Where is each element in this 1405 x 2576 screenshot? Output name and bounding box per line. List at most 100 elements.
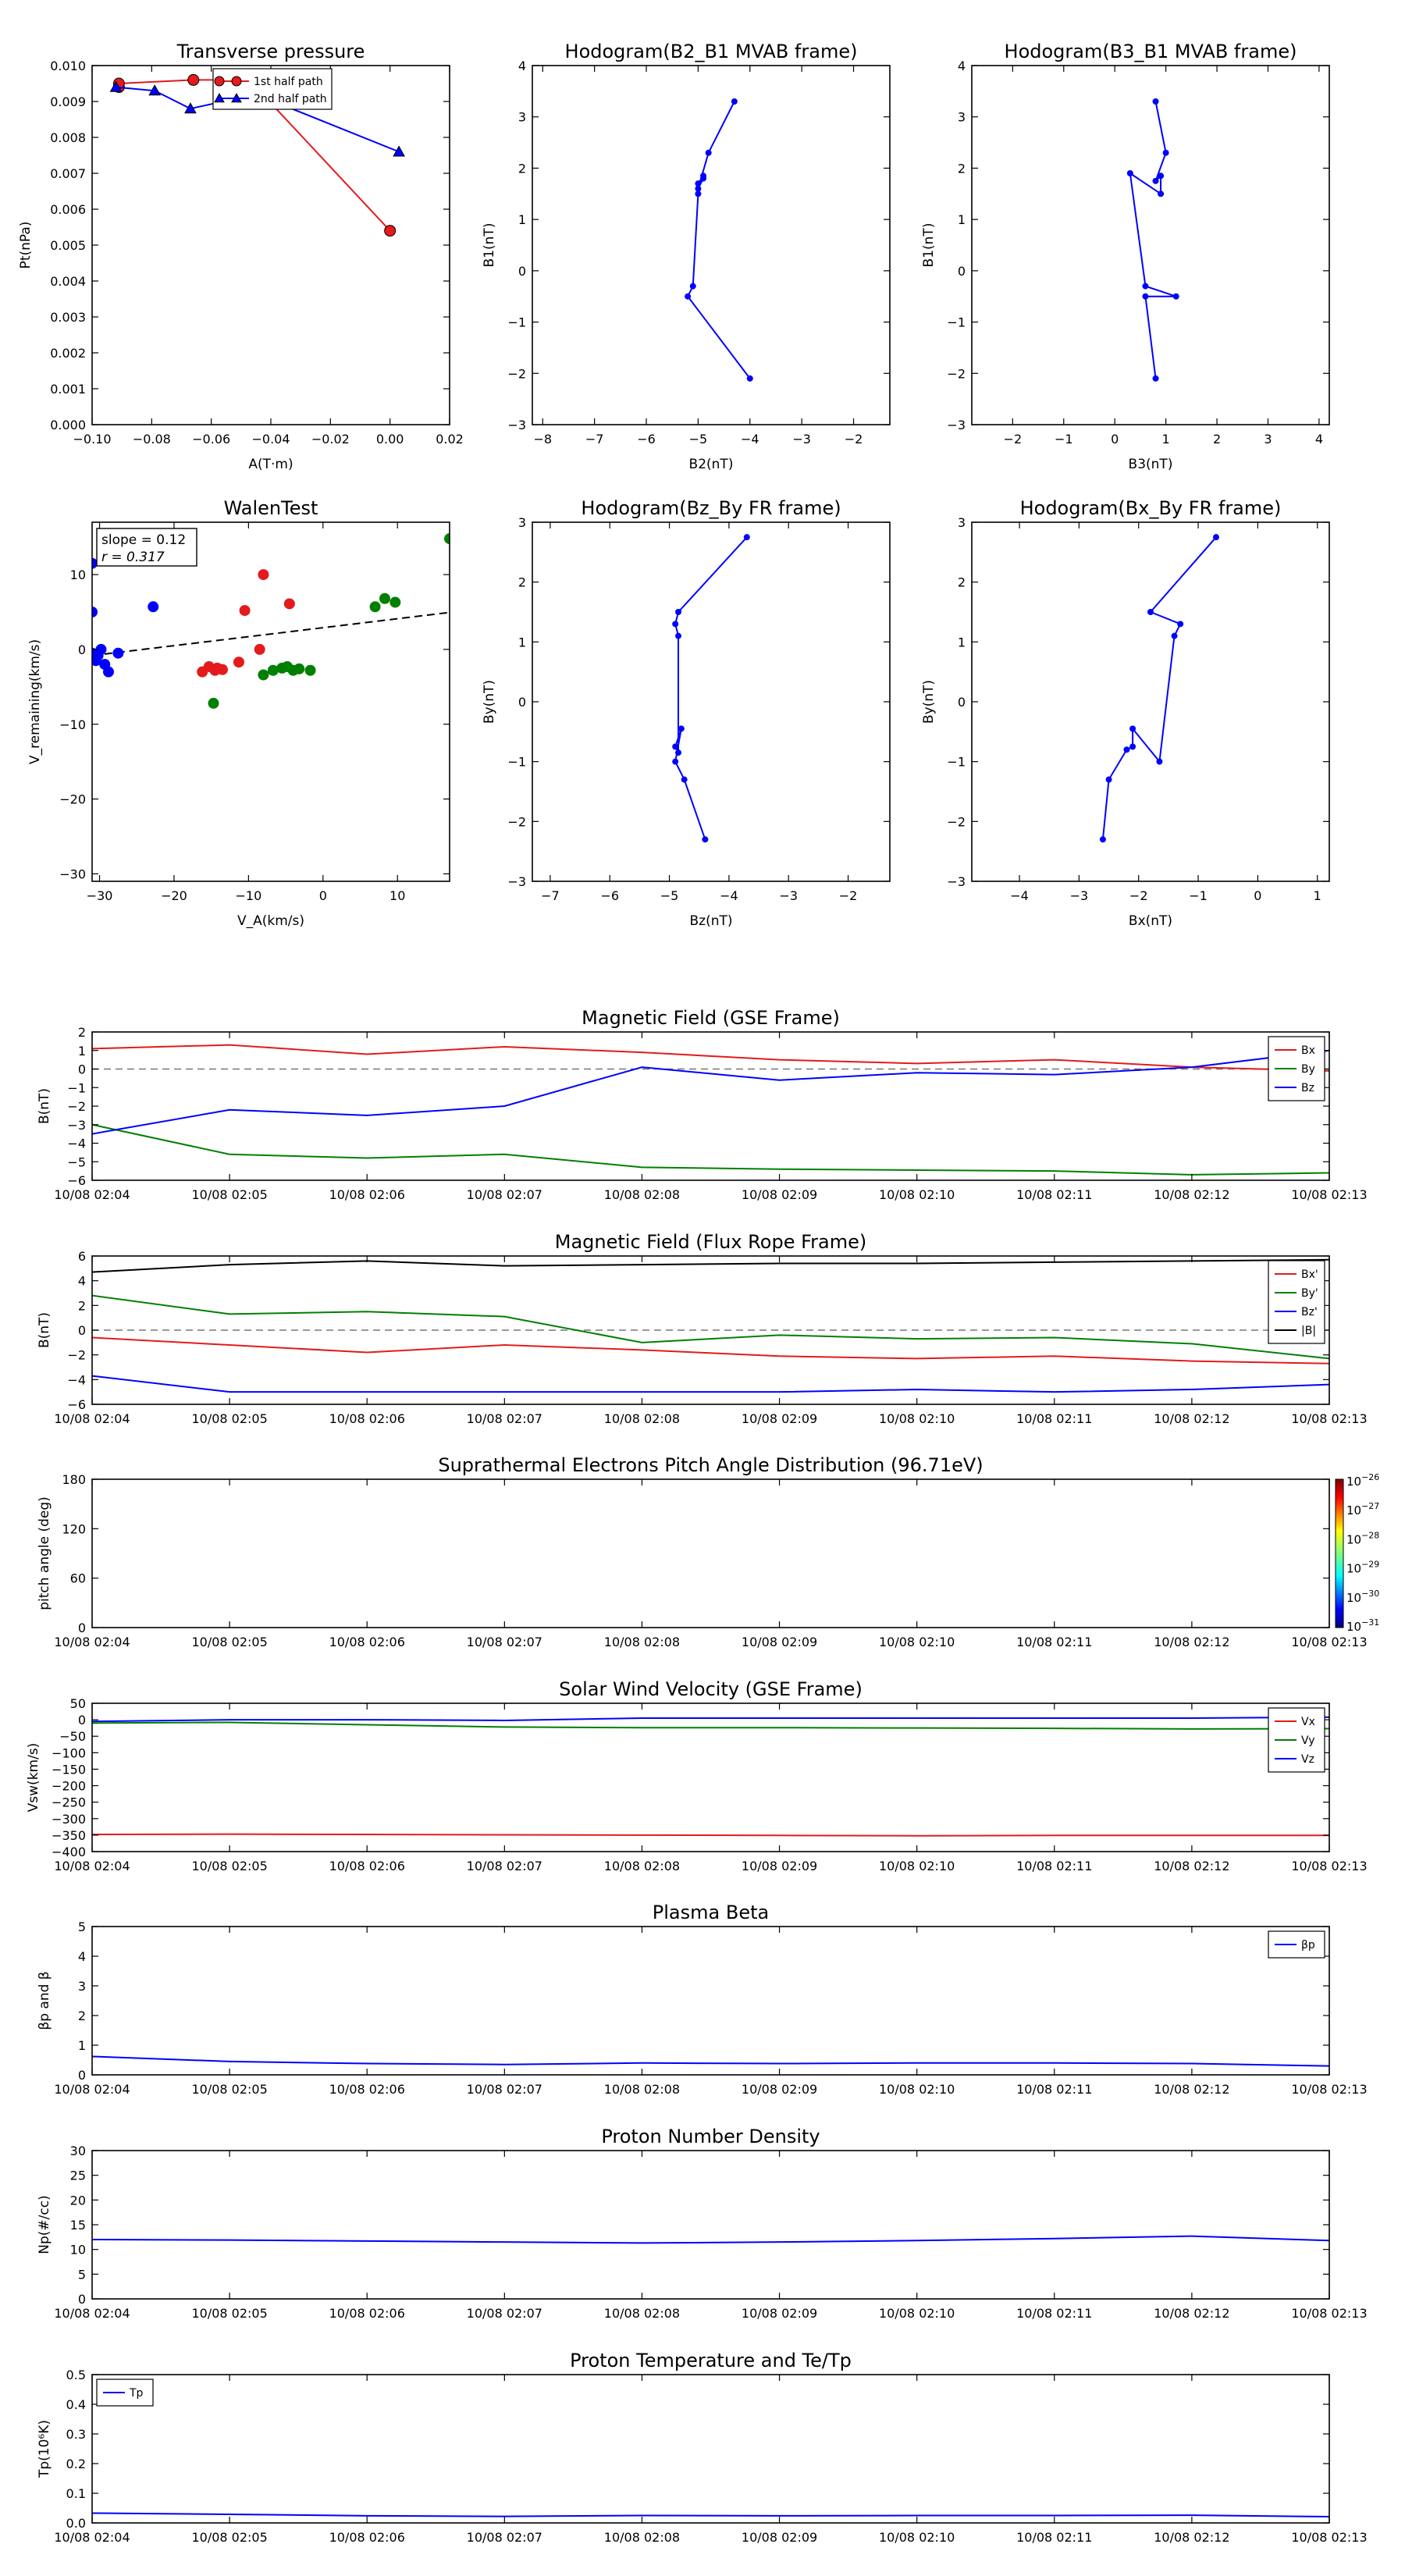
- data-point: [695, 180, 702, 187]
- y-axis-label: By(nT): [921, 680, 937, 724]
- x-tick-label: 10/08 02:10: [879, 1411, 955, 1426]
- data-point: [258, 669, 269, 681]
- y-tick-label: −10: [59, 717, 86, 732]
- colorbar-exponent: −26: [1361, 1472, 1379, 1482]
- chart-title: Hodogram(Bz_By FR frame): [581, 497, 841, 519]
- data-point: [675, 749, 682, 756]
- chart-title: Suprathermal Electrons Pitch Angle Distr…: [438, 1454, 983, 1476]
- x-tick-label: 10/08 02:12: [1154, 2306, 1229, 2321]
- y-tick-label: −1: [67, 1080, 86, 1095]
- x-tick-label: 10/08 02:11: [1016, 1411, 1092, 1426]
- y-tick-label: 0.010: [50, 59, 86, 73]
- y-tick-label: 3: [518, 515, 526, 530]
- y-tick-label: −3: [507, 418, 526, 432]
- y-tick-label: 2: [518, 161, 526, 176]
- y-tick-label: 0: [518, 264, 526, 279]
- y-axis-label: B(nT): [37, 1312, 52, 1348]
- legend-marker: [214, 92, 225, 103]
- y-tick-label: 25: [70, 2169, 86, 2183]
- y-tick-label: 0.004: [50, 274, 86, 289]
- legend: Tp: [96, 2379, 154, 2407]
- colorbar-base: 10: [1346, 1620, 1361, 1634]
- legend-label: Bx: [1301, 1044, 1315, 1057]
- y-tick-label: −150: [52, 1762, 86, 1777]
- y-tick-label: 0.4: [66, 2397, 86, 2412]
- legend-label: βp: [1301, 1939, 1315, 1952]
- hodogram-line: [686, 101, 751, 379]
- data-point: [672, 743, 679, 750]
- x-tick-label: −0.06: [192, 432, 230, 447]
- y-tick-label: 3: [958, 110, 966, 125]
- hodogram-line: [1129, 101, 1177, 379]
- plot-area: [1099, 534, 1219, 843]
- y-tick-label: 0.000: [50, 418, 86, 432]
- y-tick-label: 10: [70, 568, 86, 582]
- x-tick-label: 10/08 02:08: [604, 2530, 680, 2545]
- data-point: [1152, 375, 1159, 382]
- x-tick-label: 10/08 02:06: [329, 1411, 405, 1426]
- x-tick-label: 10/08 02:10: [879, 2082, 955, 2097]
- legend-box: [212, 68, 333, 110]
- y-tick-label: 2: [958, 575, 966, 590]
- data-point: [283, 598, 295, 610]
- legend-marker: [231, 76, 242, 87]
- colorbar-exponent: −29: [1361, 1560, 1379, 1570]
- x-tick-label: 10/08 02:06: [329, 1187, 405, 1202]
- y-tick-label: −2: [507, 814, 526, 829]
- chart-h2: Hodogram(B3_B1 MVAB frame) −3 −2 −1 0 1 2 3 4 −2 −…: [921, 41, 1330, 472]
- x-tick-label: 10/08 02:07: [467, 1411, 542, 1426]
- x-tick-label: 10/08 02:08: [604, 1187, 680, 1202]
- data-point: [689, 283, 696, 290]
- x-tick-label: 2: [1213, 432, 1221, 447]
- data-point: [1129, 743, 1136, 750]
- plot-area: [1126, 98, 1179, 382]
- x-tick-label: 10/08 02:04: [54, 1635, 130, 1649]
- legend-label: Bx': [1301, 1268, 1318, 1281]
- colorbar-tick-label: 10−29: [1346, 1560, 1379, 1576]
- data-point: [695, 190, 702, 197]
- x-axis-label: V_A(km/s): [237, 913, 304, 929]
- y-tick-label: 0: [78, 1621, 86, 1635]
- annotation-r: r = 0.317: [101, 550, 165, 565]
- y-tick-label: −2: [507, 366, 526, 381]
- data-point: [109, 80, 123, 92]
- data-point: [1129, 725, 1136, 732]
- y-tick-label: −20: [59, 792, 86, 807]
- data-point: [1105, 776, 1112, 783]
- x-tick-label: 10/08 02:05: [191, 1411, 267, 1426]
- x-tick-label: 10/08 02:13: [1291, 2530, 1367, 2545]
- chart-pt: Transverse pressure 0.000 0.001 0.002 0.003 0…: [18, 41, 464, 472]
- x-tick-label: 0.00: [376, 432, 404, 447]
- data-point: [102, 666, 114, 678]
- data-point: [1099, 836, 1106, 843]
- colorbar-tick-label: 10−28: [1346, 1530, 1379, 1546]
- axes-frame: [91, 2374, 1330, 2524]
- x-tick-label: 10/08 02:05: [191, 1187, 267, 1202]
- y-tick-label: 120: [62, 1521, 86, 1536]
- x-tick-label: 10/08 02:07: [467, 2530, 542, 2545]
- data-point: [672, 758, 679, 765]
- x-tick-label: 10/08 02:11: [1016, 2530, 1092, 2545]
- data-point: [393, 145, 405, 157]
- chart-title: Hodogram(B3_B1 MVAB frame): [1005, 41, 1297, 62]
- data-point: [1142, 293, 1149, 300]
- y-tick-label: 4: [958, 59, 966, 73]
- colorbar-base: 10: [1346, 1562, 1361, 1576]
- x-tick-label: 10/08 02:07: [467, 2306, 542, 2321]
- chart-h1: Hodogram(B2_B1 MVAB frame)−3−2−101234−8−…: [482, 41, 891, 472]
- y-tick-label: 2: [78, 1025, 86, 1040]
- data-point: [681, 776, 688, 783]
- x-tick-label: −6: [637, 432, 656, 447]
- legend: Bx' By' Bz' |B|: [1268, 1260, 1325, 1344]
- chart-ts_vel: Solar Wind Velocity (GSE Frame)−400−350−…: [26, 1678, 1368, 1873]
- x-tick-label: −2: [839, 888, 858, 903]
- fit-annotation: slope = 0.12 r = 0.317: [96, 528, 197, 567]
- x-tick-label: 10/08 02:04: [54, 1187, 130, 1202]
- x-tick-label: 10/08 02:11: [1016, 1187, 1092, 1202]
- y-tick-label: −3: [507, 874, 526, 889]
- x-tick-label: 10/08 02:05: [191, 2530, 267, 2545]
- y-tick-label: 0: [78, 1713, 86, 1727]
- colorbar-base: 10: [1346, 1591, 1361, 1605]
- chart-ts_mag_fr: Magnetic Field (Flux Rope Frame) −6 −4 −2 0 2…: [37, 1231, 1368, 1426]
